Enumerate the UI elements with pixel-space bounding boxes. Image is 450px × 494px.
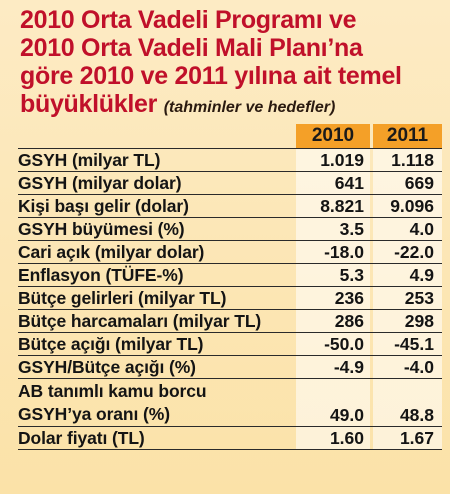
value-2010: -50.0 bbox=[296, 333, 370, 355]
value-2011: -22.0 bbox=[373, 241, 442, 263]
value-2010: 1.60 bbox=[296, 427, 370, 449]
row-label-debt: AB tanımlı kamu borcu GSYH’ya oranı (%) bbox=[18, 379, 293, 426]
title-subtitle: (tahminler ve hedefler) bbox=[163, 99, 336, 116]
table-row: Cari açık (milyar dolar) -18.0 -22.0 bbox=[18, 240, 442, 263]
value-2011: 4.0 bbox=[373, 218, 442, 240]
value-2010: 49.0 bbox=[296, 379, 370, 426]
value-2010: 286 bbox=[296, 310, 370, 332]
table-row: Bütçe harcamaları (milyar TL) 286 298 bbox=[18, 309, 442, 332]
header-2010: 2010 bbox=[296, 124, 370, 148]
row-label: Bütçe açığı (milyar TL) bbox=[18, 334, 204, 354]
table-row: GSYH (milyar TL) 1.019 1.118 bbox=[18, 148, 442, 171]
row-label: GSYH (milyar TL) bbox=[18, 150, 161, 170]
row-label: Bütçe harcamaları (milyar TL) bbox=[18, 311, 262, 331]
data-table: 2010 2011 GSYH (milyar TL) 1.019 1.118 G… bbox=[18, 124, 442, 450]
table-row: Kişi başı gelir (dolar) 8.821 9.096 bbox=[18, 194, 442, 217]
row-label: GSYH/Bütçe açığı (%) bbox=[18, 357, 196, 377]
value-2010: 5.3 bbox=[296, 264, 370, 286]
row-label: GSYH büyümesi (%) bbox=[18, 219, 185, 239]
value-2011: 9.096 bbox=[373, 195, 442, 217]
row-label-debt-line2: GSYH’ya oranı (%) bbox=[18, 404, 170, 424]
title-line-4: büyüklükler (tahminler ve hedefler) bbox=[20, 90, 440, 122]
table-row: GSYH/Bütçe açığı (%) -4.9 -4.0 bbox=[18, 355, 442, 378]
table-row: Enflasyon (TÜFE-%) 5.3 4.9 bbox=[18, 263, 442, 286]
row-label: Cari açık (milyar dolar) bbox=[18, 242, 205, 262]
table-row: Dolar fiyatı (TL) 1.60 1.67 bbox=[18, 426, 442, 449]
title-line-1: 2010 Orta Vadeli Programı ve bbox=[20, 6, 357, 34]
row-label: Kişi başı gelir (dolar) bbox=[18, 196, 189, 216]
value-2011: -45.1 bbox=[373, 333, 442, 355]
table-row: GSYH büyümesi (%) 3.5 4.0 bbox=[18, 217, 442, 240]
value-2010: 641 bbox=[296, 172, 370, 194]
value-2011: -4.0 bbox=[373, 356, 442, 378]
header-blank bbox=[18, 124, 293, 148]
table-row: GSYH (milyar dolar) 641 669 bbox=[18, 171, 442, 194]
title-line-3: göre 2010 ve 2011 yılına ait temel bbox=[20, 62, 402, 90]
value-2011: 298 bbox=[373, 310, 442, 332]
value-2010: 236 bbox=[296, 287, 370, 309]
title-line-2: 2010 Orta Vadeli Mali Planı’na bbox=[20, 34, 363, 62]
value-2011: 669 bbox=[373, 172, 442, 194]
infographic-title: 2010 Orta Vadeli Programı ve 2010 Orta V… bbox=[20, 6, 440, 122]
table-header-row: 2010 2011 bbox=[18, 124, 442, 148]
value-2010: 1.019 bbox=[296, 149, 370, 171]
value-2011: 253 bbox=[373, 287, 442, 309]
table-bottom-rule bbox=[18, 449, 442, 450]
title-line-4-text: büyüklükler bbox=[20, 90, 158, 118]
value-2010: -4.9 bbox=[296, 356, 370, 378]
row-label: Enflasyon (TÜFE-%) bbox=[18, 265, 184, 285]
row-label: Bütçe gelirleri (milyar TL) bbox=[18, 288, 227, 308]
table-row-debt: AB tanımlı kamu borcu GSYH’ya oranı (%) … bbox=[18, 378, 442, 426]
value-2011: 4.9 bbox=[373, 264, 442, 286]
row-label-debt-line1: AB tanımlı kamu borcu bbox=[18, 381, 207, 401]
row-label: GSYH (milyar dolar) bbox=[18, 173, 182, 193]
value-2011: 1.67 bbox=[373, 427, 442, 449]
header-2011: 2011 bbox=[373, 124, 442, 148]
value-2011: 1.118 bbox=[373, 149, 442, 171]
value-2010: -18.0 bbox=[296, 241, 370, 263]
value-2010: 8.821 bbox=[296, 195, 370, 217]
value-2011: 48.8 bbox=[373, 379, 442, 426]
row-label: Dolar fiyatı (TL) bbox=[18, 428, 145, 448]
table-row: Bütçe açığı (milyar TL) -50.0 -45.1 bbox=[18, 332, 442, 355]
value-2010: 3.5 bbox=[296, 218, 370, 240]
table-row: Bütçe gelirleri (milyar TL) 236 253 bbox=[18, 286, 442, 309]
